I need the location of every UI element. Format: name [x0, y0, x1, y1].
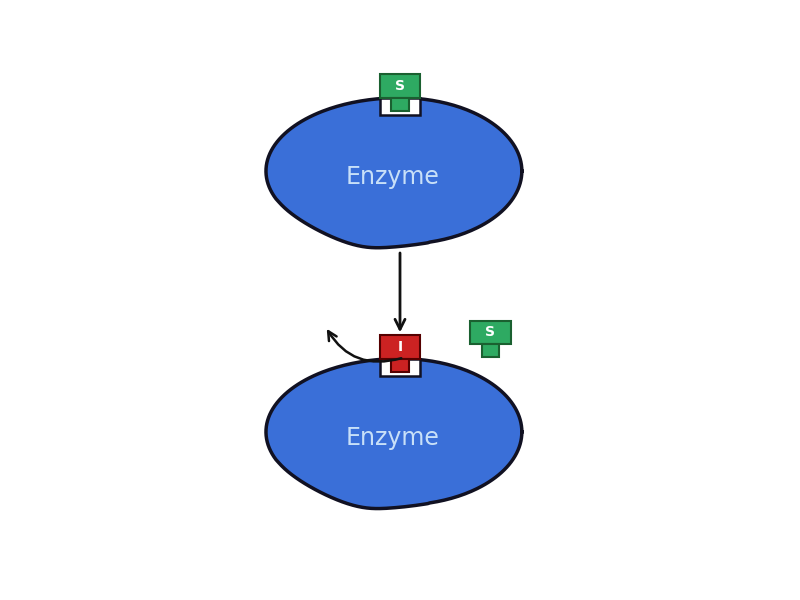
Text: Enzyme: Enzyme	[346, 426, 439, 450]
Text: I: I	[398, 340, 402, 354]
Text: S: S	[486, 325, 495, 339]
Polygon shape	[379, 359, 421, 376]
Polygon shape	[266, 98, 522, 248]
Polygon shape	[470, 320, 511, 344]
Polygon shape	[379, 98, 421, 115]
Polygon shape	[391, 359, 409, 371]
Polygon shape	[266, 359, 522, 509]
Polygon shape	[379, 335, 421, 359]
Text: Enzyme: Enzyme	[346, 165, 439, 189]
Polygon shape	[379, 74, 421, 98]
Text: S: S	[395, 79, 405, 93]
Polygon shape	[482, 344, 499, 357]
Polygon shape	[391, 98, 409, 110]
